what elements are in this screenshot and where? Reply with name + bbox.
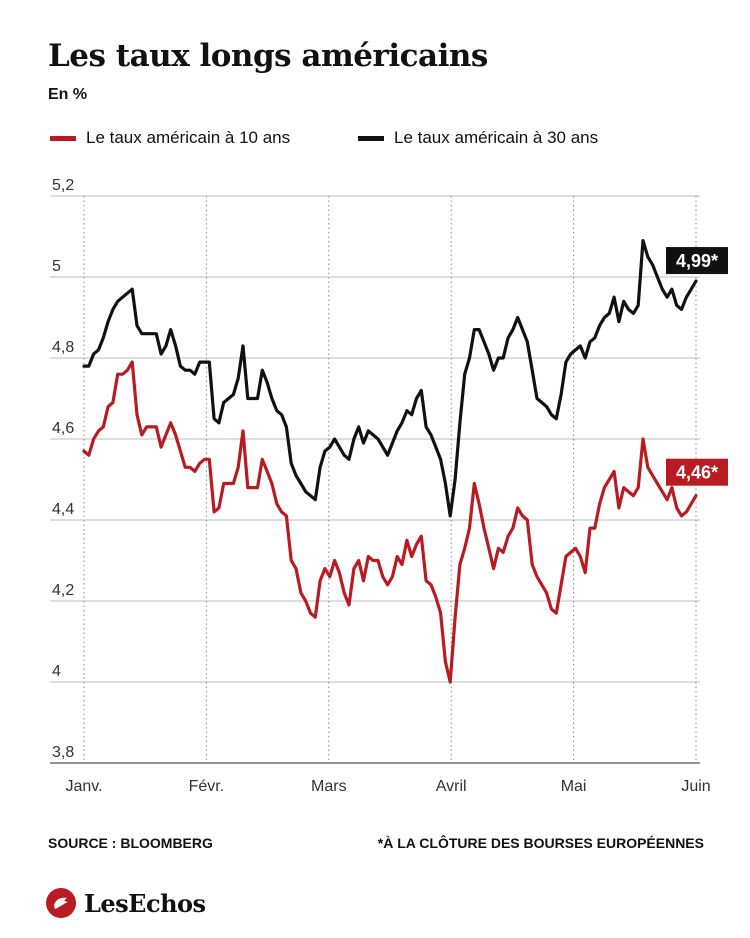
legend-label-10y: Le taux américain à 10 ans (86, 128, 291, 147)
end-label-10y: 4,46* (676, 463, 718, 483)
x-tick-label: Juin (681, 778, 710, 795)
y-tick-label: 3,8 (52, 744, 74, 761)
x-tick-label: Janv. (65, 778, 102, 795)
legend-item-30y: Le taux américain à 30 ans (358, 128, 598, 148)
end-label-box-10y (666, 458, 728, 486)
echos-logo-icon (46, 888, 76, 918)
y-tick-label: 5,2 (52, 177, 74, 194)
y-tick-label: 5 (52, 258, 61, 275)
footnote: *À LA CLÔTURE DES BOURSES EUROPÉENNES (377, 835, 704, 851)
x-tick-label: Mai (561, 778, 587, 795)
y-tick-label: 4,8 (52, 339, 74, 356)
legend-swatch-10y (50, 135, 76, 141)
chart-subtitle: En % (48, 86, 88, 103)
y-tick-label: 4,4 (52, 501, 74, 518)
x-tick-label: Févr. (189, 778, 225, 795)
y-tick-label: 4,6 (52, 420, 74, 437)
end-label-30y: 4,99* (676, 251, 718, 271)
y-tick-label: 4,2 (52, 582, 74, 599)
source-note: SOURCE : BLOOMBERG (48, 835, 213, 851)
legend-item-10y: Le taux américain à 10 ans (50, 128, 290, 148)
legend-label-30y: Le taux américain à 30 ans (394, 128, 599, 147)
series-line-10y (82, 360, 698, 684)
x-tick-label: Mars (311, 778, 347, 795)
series-line-30y (82, 239, 698, 518)
y-tick-label: 4 (52, 663, 61, 680)
legend-swatch-30y (358, 135, 384, 141)
line-chart: 3,8 4 4,2 4,4 4,6 4,8 5 5,2 Janv. Févr. Mars Avril… (50, 177, 728, 795)
end-label-box-30y (666, 247, 728, 275)
x-tick-label: Avril (436, 778, 467, 795)
les-echos-logo: LesEchos (46, 888, 206, 918)
brand-name: LesEchos (84, 888, 206, 918)
chart-title: Les taux longs américains (48, 38, 488, 74)
